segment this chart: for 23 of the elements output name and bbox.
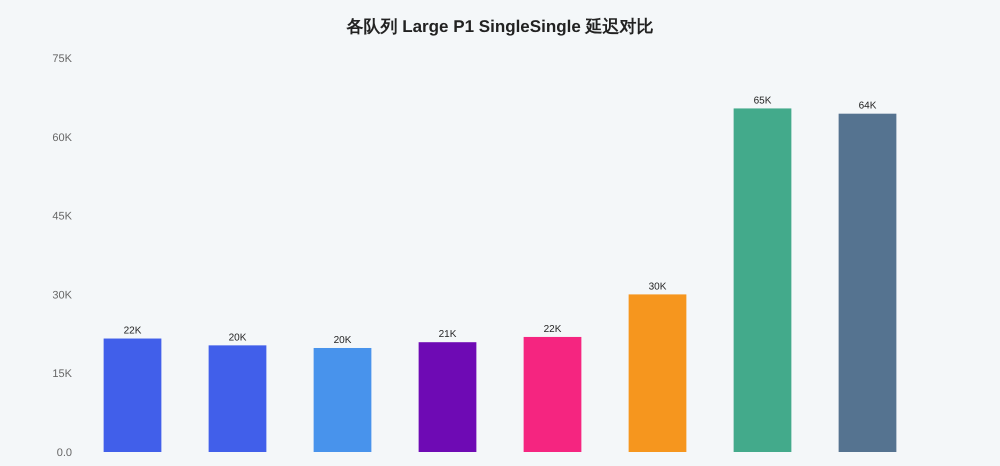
- bar: [524, 336, 582, 452]
- y-tick-label: 30K: [52, 289, 73, 302]
- y-tick-label: 75K: [52, 53, 73, 65]
- bar: [208, 345, 266, 452]
- data-label: 22K: [544, 324, 562, 335]
- data-label: 20K: [334, 334, 352, 346]
- bar: [104, 338, 162, 452]
- bar: [838, 114, 896, 452]
- y-tick-label: 0.0: [56, 447, 72, 459]
- bar: [734, 108, 792, 452]
- data-label: 30K: [648, 281, 667, 292]
- bar: [418, 342, 476, 452]
- chart-title: 各队列 Large P1 SingleSingle 延迟对比: [346, 17, 654, 36]
- y-tick-label: 45K: [52, 210, 73, 223]
- data-label: 64K: [858, 100, 877, 112]
- bar: [314, 348, 372, 452]
- bar: [628, 294, 686, 452]
- data-label: 65K: [754, 95, 772, 106]
- y-tick-label: 15K: [52, 368, 73, 380]
- y-tick-label: 60K: [52, 132, 73, 144]
- data-label: 22K: [124, 326, 142, 337]
- data-label: 21K: [438, 329, 457, 340]
- data-label: 20K: [228, 332, 247, 344]
